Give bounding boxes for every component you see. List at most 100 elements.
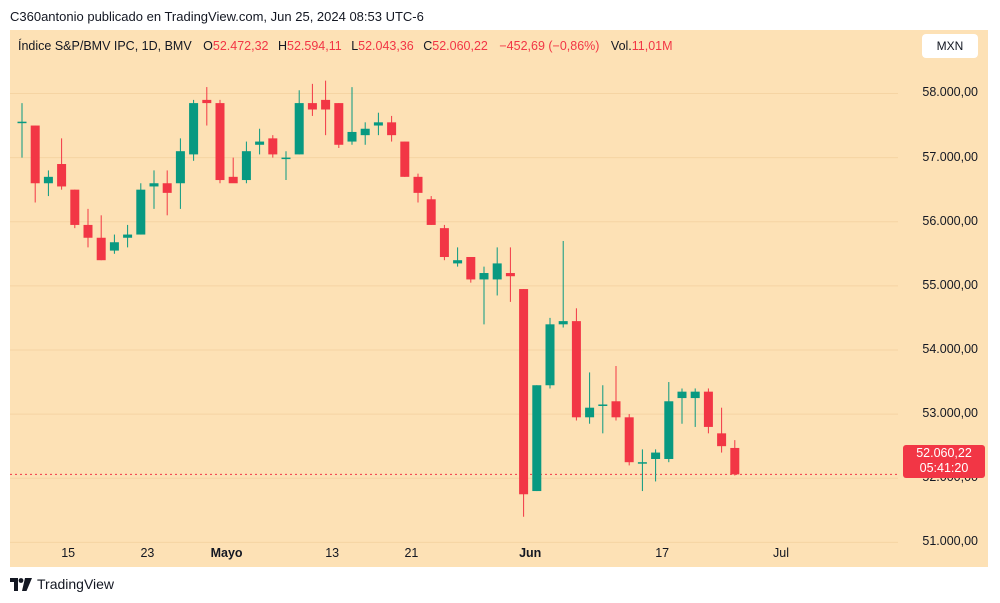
time-tick-label: 17	[655, 546, 670, 560]
candle[interactable]	[96, 215, 106, 261]
candle[interactable]	[466, 256, 476, 283]
candle-body	[373, 122, 383, 126]
candles	[17, 80, 740, 517]
candle[interactable]	[571, 308, 581, 421]
candle[interactable]	[664, 382, 674, 463]
currency-button[interactable]: MXN	[922, 34, 978, 58]
candle[interactable]	[17, 103, 27, 158]
candle[interactable]	[57, 138, 67, 190]
last-price-value: 52.060,22	[916, 446, 972, 460]
time-tick-label: 21	[404, 546, 419, 560]
symbol-name[interactable]: Índice S&P/BMV IPC, 1D, BMV	[18, 39, 192, 53]
candle[interactable]	[347, 87, 357, 145]
close-label: C	[423, 39, 433, 53]
candle[interactable]	[730, 440, 740, 476]
candle-body	[717, 433, 727, 447]
candle[interactable]	[30, 125, 40, 203]
candle[interactable]	[70, 189, 80, 229]
candle[interactable]	[228, 157, 238, 184]
candle[interactable]	[281, 151, 291, 181]
high-label: H	[277, 39, 288, 53]
candle[interactable]	[43, 170, 53, 197]
candle[interactable]	[255, 128, 265, 155]
candle-body	[505, 273, 515, 277]
candle[interactable]	[532, 385, 542, 492]
candle-body	[109, 242, 119, 251]
candle[interactable]	[505, 247, 515, 302]
candle[interactable]	[598, 385, 608, 434]
candle[interactable]	[585, 372, 595, 424]
candle-body	[637, 462, 647, 464]
candle-body	[387, 122, 397, 136]
candle[interactable]	[677, 388, 687, 424]
candle[interactable]	[162, 170, 172, 216]
candle-body	[162, 183, 172, 193]
chart-area[interactable]	[10, 30, 988, 567]
candle[interactable]	[426, 196, 436, 225]
price-tick-label: 55.000,00	[922, 277, 978, 292]
time-tick-label: 23	[140, 546, 155, 560]
candle-body	[57, 164, 67, 187]
candle-body	[624, 417, 634, 463]
candle[interactable]	[637, 449, 647, 492]
candle[interactable]	[717, 407, 727, 453]
candle-body	[307, 103, 317, 110]
candle[interactable]	[624, 414, 634, 466]
candle[interactable]	[307, 83, 317, 116]
candle-body	[532, 385, 542, 492]
candle[interactable]	[651, 449, 661, 482]
candle-body	[281, 157, 291, 160]
candle[interactable]	[215, 99, 225, 184]
candle[interactable]	[149, 170, 159, 209]
candle[interactable]	[479, 266, 489, 325]
candle[interactable]	[519, 289, 529, 517]
candle-body	[96, 237, 106, 261]
candle[interactable]	[202, 87, 212, 126]
candle[interactable]	[109, 234, 119, 254]
candle[interactable]	[387, 115, 397, 142]
candle[interactable]	[703, 388, 713, 434]
candle[interactable]	[360, 122, 370, 145]
candle[interactable]	[241, 141, 251, 184]
candle[interactable]	[189, 99, 199, 161]
tradingview-logo[interactable]: TradingView	[10, 576, 114, 592]
candle[interactable]	[83, 208, 93, 248]
candle-body	[400, 141, 410, 177]
bar-countdown: 05:41:20	[919, 461, 969, 475]
candle-body	[149, 183, 159, 187]
candle[interactable]	[373, 112, 383, 136]
candle[interactable]	[690, 388, 700, 427]
candle-body	[189, 103, 199, 155]
candle[interactable]	[611, 366, 621, 421]
candle[interactable]	[453, 247, 463, 267]
low-label: L	[351, 39, 359, 53]
candle-body	[228, 176, 238, 184]
candle[interactable]	[413, 173, 423, 203]
candle-body	[347, 131, 357, 142]
tradingview-brand: TradingView	[37, 576, 115, 592]
candle-body	[439, 228, 449, 257]
candle-body	[466, 256, 476, 280]
candle-body	[492, 263, 502, 280]
candle[interactable]	[321, 80, 331, 136]
candle[interactable]	[294, 90, 304, 155]
candle[interactable]	[439, 224, 449, 261]
price-tick-label: 58.000,00	[922, 85, 978, 100]
candle[interactable]	[268, 135, 278, 158]
candle[interactable]	[123, 224, 133, 248]
price-tick-label: 54.000,00	[922, 341, 978, 356]
candle[interactable]	[334, 103, 344, 148]
candle[interactable]	[492, 247, 502, 296]
candle[interactable]	[558, 240, 568, 328]
candle-body	[43, 176, 53, 184]
candle[interactable]	[136, 183, 146, 235]
volume-value: 11,01M	[631, 39, 673, 53]
time-tick-label: Jun	[519, 546, 542, 560]
candle-body	[413, 176, 423, 193]
candle[interactable]	[545, 317, 555, 389]
close-value: 52.060,22	[432, 39, 488, 53]
candle[interactable]	[400, 141, 410, 177]
tradingview-logo-icon	[10, 577, 32, 591]
candle[interactable]	[175, 138, 185, 209]
